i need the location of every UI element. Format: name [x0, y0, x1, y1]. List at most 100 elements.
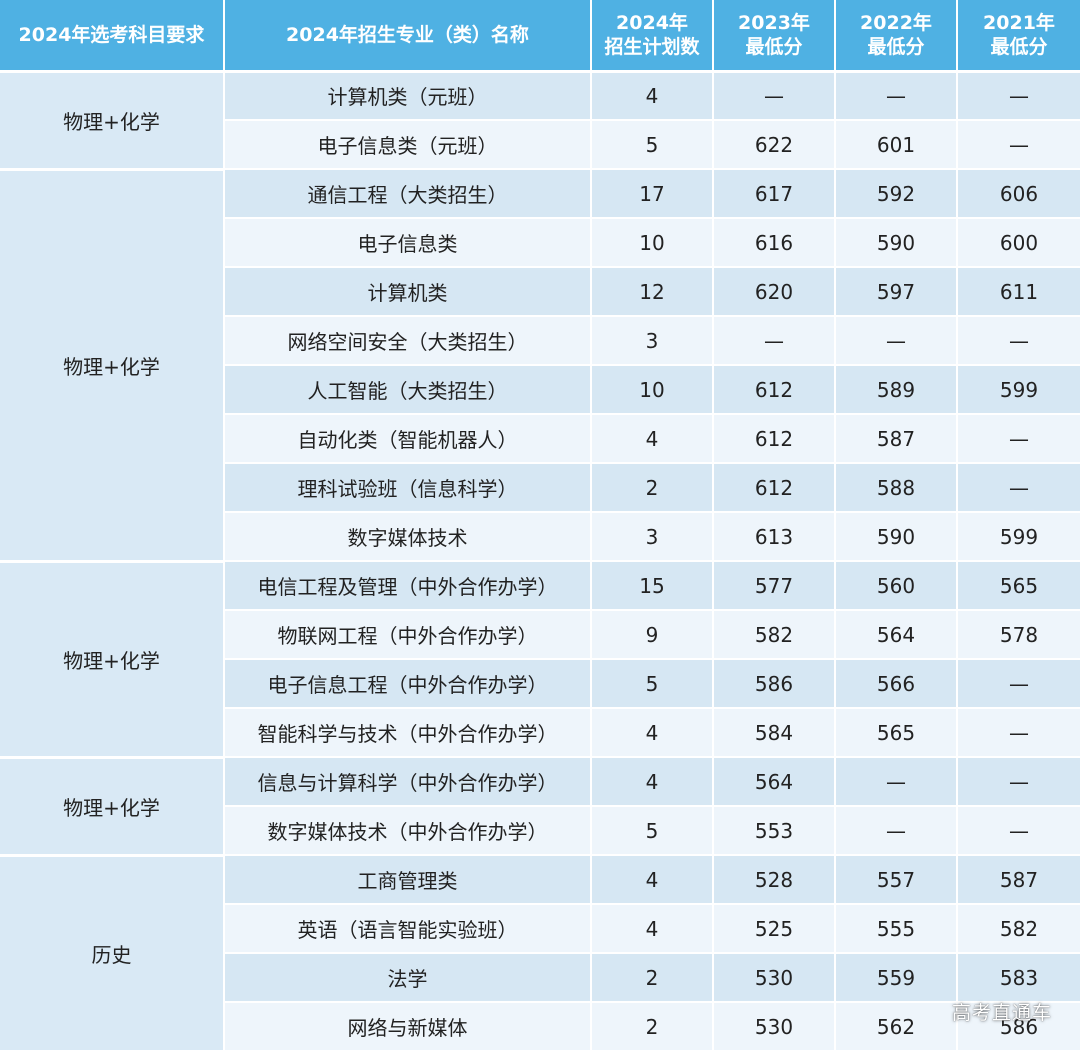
score-2021-cell: 578	[957, 610, 1080, 660]
score-2023-cell: 525	[713, 904, 836, 954]
score-2022-cell: 557	[835, 855, 958, 905]
plan-count-cell: 4	[591, 414, 714, 464]
score-2021-cell: 583	[957, 953, 1080, 1003]
table-row: 法学 2 530 559 583	[0, 953, 1080, 1003]
plan-count-cell: 17	[591, 169, 714, 219]
score-2021-cell: 565	[957, 561, 1080, 611]
score-2023-cell: 530	[713, 953, 836, 1003]
plan-count-cell: 10	[591, 218, 714, 268]
major-name-cell: 计算机类（元班）	[224, 71, 592, 121]
header-row: 2024年选考科目要求 2024年招生专业（类）名称 2024年 招生计划数 20…	[0, 0, 1080, 73]
score-2023-cell: 528	[713, 855, 836, 905]
score-2023-cell: 612	[713, 414, 836, 464]
header-2021-min-score: 2021年 最低分	[957, 0, 1080, 73]
major-name-cell: 物联网工程（中外合作办学）	[224, 610, 592, 660]
major-name-cell: 电子信息类（元班）	[224, 120, 592, 170]
table-row: 历史 工商管理类 4 528 557 587	[0, 855, 1080, 1053]
score-2022-cell: 590	[835, 512, 958, 562]
score-2022-cell: 562	[835, 1002, 958, 1052]
score-2022-cell: 597	[835, 267, 958, 317]
major-name-cell: 电子信息工程（中外合作办学）	[224, 659, 592, 709]
major-name-cell: 法学	[224, 953, 592, 1003]
plan-count-cell: 5	[591, 806, 714, 856]
score-2022-cell: 559	[835, 953, 958, 1003]
plan-count-cell: 2	[591, 953, 714, 1003]
major-name-cell: 计算机类	[224, 267, 592, 317]
plan-count-cell: 2	[591, 463, 714, 513]
major-name-cell: 理科试验班（信息科学）	[224, 463, 592, 513]
score-2023-cell: 582	[713, 610, 836, 660]
score-2023-cell: 564	[713, 757, 836, 807]
plan-count-cell: 15	[591, 561, 714, 611]
major-name-cell: 英语（语言智能实验班）	[224, 904, 592, 954]
subject-requirement-cell: 物理+化学	[0, 757, 225, 857]
score-2021-cell: —	[957, 708, 1080, 758]
major-name-cell: 数字媒体技术	[224, 512, 592, 562]
table-row: 物理+化学 通信工程（大类招生） 17 617 592 606	[0, 169, 1080, 563]
score-2023-cell: 620	[713, 267, 836, 317]
table-row: 电子信息工程（中外合作办学） 5 586 566—	[0, 659, 1080, 709]
score-2021-cell: 582	[957, 904, 1080, 954]
score-2022-cell: —	[835, 316, 958, 366]
score-2022-cell: 566	[835, 659, 958, 709]
plan-count-cell: 12	[591, 267, 714, 317]
score-2022-cell: 589	[835, 365, 958, 415]
score-2022-cell: 565	[835, 708, 958, 758]
score-2021-cell: —	[957, 463, 1080, 513]
table-body: 物理+化学 计算机类（元班） 4— — — 电子信息类（元班） 5 622 601— 物理+化学通…	[0, 71, 1080, 1053]
score-2023-cell: 553	[713, 806, 836, 856]
score-2021-cell: 599	[957, 512, 1080, 562]
plan-count-cell: 5	[591, 120, 714, 170]
score-2023-cell: 612	[713, 365, 836, 415]
score-2023-cell: 617	[713, 169, 836, 219]
score-2021-cell: —	[957, 757, 1080, 807]
major-name-cell: 人工智能（大类招生）	[224, 365, 592, 415]
score-2023-cell: 616	[713, 218, 836, 268]
score-2021-cell: 586	[957, 1002, 1080, 1052]
major-name-cell: 网络与新媒体	[224, 1002, 592, 1052]
header-plan-count: 2024年 招生计划数	[591, 0, 714, 73]
major-name-cell: 网络空间安全（大类招生）	[224, 316, 592, 366]
major-name-cell: 通信工程（大类招生）	[224, 169, 592, 219]
score-2023-cell: —	[713, 316, 836, 366]
score-2021-cell: —	[957, 414, 1080, 464]
subject-requirement-cell: 物理+化学	[0, 71, 225, 171]
score-2021-cell: 600	[957, 218, 1080, 268]
table-row: 网络与新媒体 2 530 562 586	[0, 1002, 1080, 1052]
score-2022-cell: 555	[835, 904, 958, 954]
score-2021-cell: —	[957, 806, 1080, 856]
table-row: 人工智能（大类招生） 10 612 589 599	[0, 365, 1080, 415]
score-2023-cell: 612	[713, 463, 836, 513]
score-2021-cell: —	[957, 316, 1080, 366]
table-row: 英语（语言智能实验班） 4 525 555 582	[0, 904, 1080, 954]
score-2021-cell: 599	[957, 365, 1080, 415]
score-2021-cell: 587	[957, 855, 1080, 905]
major-name-cell: 智能科学与技术（中外合作办学）	[224, 708, 592, 758]
score-2023-cell: 584	[713, 708, 836, 758]
table-row: 物联网工程（中外合作办学） 9 582 564 578	[0, 610, 1080, 660]
header-2022-min-score: 2022年 最低分	[835, 0, 958, 73]
table-row: 数字媒体技术 3 613 590 599	[0, 512, 1080, 562]
plan-count-cell: 10	[591, 365, 714, 415]
plan-count-cell: 4	[591, 708, 714, 758]
table-row: 数字媒体技术（中外合作办学） 5 553— —	[0, 806, 1080, 856]
score-2021-cell: —	[957, 120, 1080, 170]
header-2023-min-score: 2023年 最低分	[713, 0, 836, 73]
plan-count-cell: 4	[591, 904, 714, 954]
plan-count-cell: 4	[591, 855, 714, 905]
watermark: 高考直通车	[951, 1002, 1052, 1024]
major-name-cell: 工商管理类	[224, 855, 592, 905]
score-2022-cell: 587	[835, 414, 958, 464]
table-row: 物理+化学 计算机类（元班） 4— — —	[0, 71, 1080, 171]
table-row: 物理+化学 电信工程及管理（中外合作办学） 15 577 560 565	[0, 561, 1080, 759]
table-row: 物理+化学 信息与计算科学（中外合作办学） 4 564— —	[0, 757, 1080, 857]
table-row: 计算机类 12 620 597 611	[0, 267, 1080, 317]
score-2022-cell: 560	[835, 561, 958, 611]
table-row: 电子信息类（元班） 5 622 601—	[0, 120, 1080, 170]
major-name-cell: 信息与计算科学（中外合作办学）	[224, 757, 592, 807]
subject-requirement-cell: 历史	[0, 855, 225, 1053]
table-row: 电子信息类 10 616 590 600	[0, 218, 1080, 268]
score-2022-cell: —	[835, 71, 958, 121]
score-2023-cell: 586	[713, 659, 836, 709]
